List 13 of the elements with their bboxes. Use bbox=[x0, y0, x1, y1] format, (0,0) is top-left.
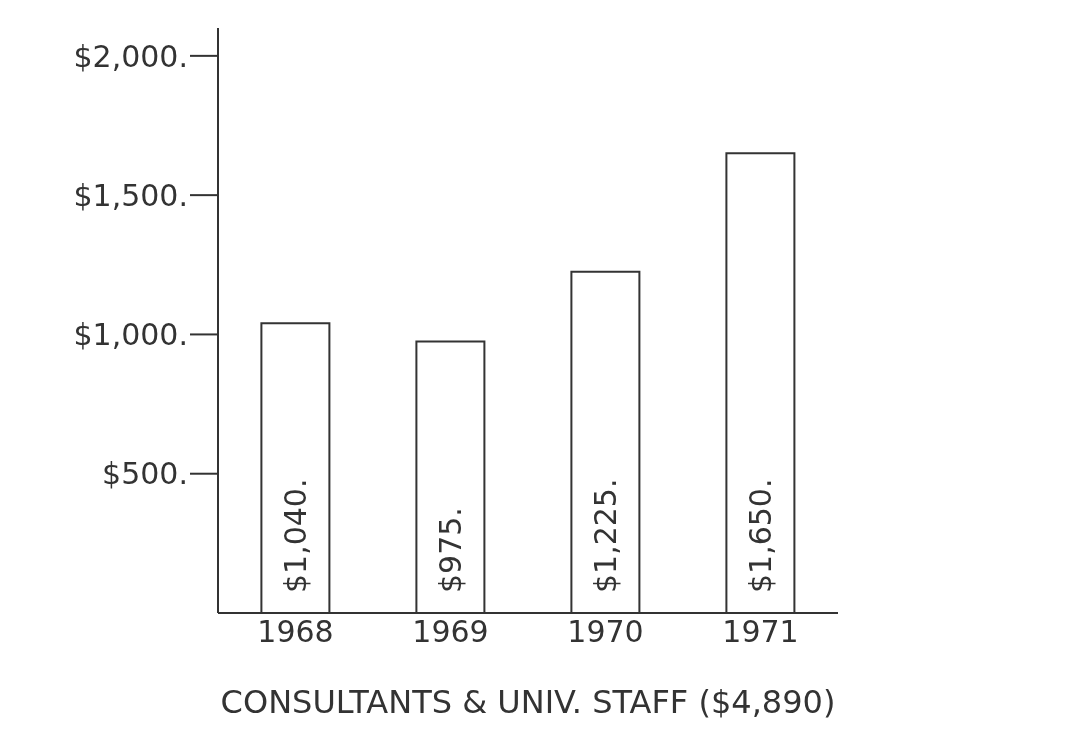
x-axis-title: CONSULTANTS & UNIV. STAFF ($4,890) bbox=[220, 683, 836, 721]
x-tick-label: 1970 bbox=[567, 614, 644, 650]
data-label: $1,225. bbox=[587, 478, 623, 593]
x-tick-label: 1971 bbox=[722, 614, 799, 650]
y-tick-label: $1,000. bbox=[73, 317, 188, 353]
y-tick-label: $2,000. bbox=[73, 38, 188, 74]
y-tick-label: $500. bbox=[102, 456, 188, 492]
x-tick-label: 1968 bbox=[257, 614, 334, 650]
y-tick-label: $1,500. bbox=[73, 177, 188, 213]
data-label: $1,650. bbox=[742, 478, 778, 593]
x-tick-label: 1969 bbox=[412, 614, 489, 650]
data-label: $975. bbox=[432, 507, 468, 593]
data-label: $1,040. bbox=[277, 478, 313, 593]
